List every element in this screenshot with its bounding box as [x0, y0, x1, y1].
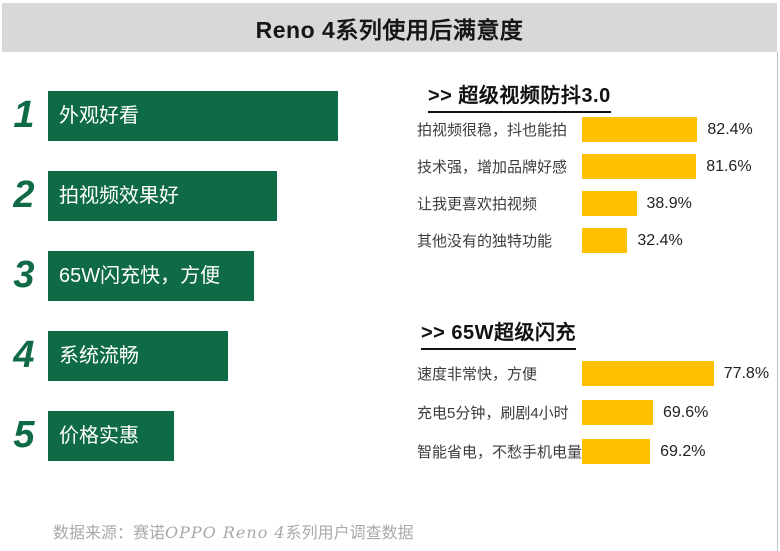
value-bar — [582, 117, 698, 142]
rank-number: 5 — [13, 414, 35, 456]
chart-row: 让我更喜欢拍视频 38.9% — [417, 191, 753, 216]
page-title: Reno 4系列使用后满意度 — [255, 16, 524, 43]
value-bar — [582, 361, 714, 386]
category-label: 技术强，增加品牌好感 — [417, 159, 568, 176]
chart-row: 充电5分钟，刷剧4小时 69.6% — [417, 400, 769, 425]
chart-title: >> 超级视频防抖3.0 — [428, 84, 611, 113]
category-label: 速度非常快，方便 — [417, 366, 538, 383]
chart-title: >> 65W超级闪充 — [421, 321, 577, 350]
value-label: 38.9% — [646, 194, 692, 212]
slide-title-bar: Reno 4系列使用后满意度 — [2, 3, 777, 52]
rank-bar-label: 拍视频效果好 — [59, 185, 179, 207]
rank-bar-label: 系统流畅 — [59, 345, 139, 367]
ranking-item: 5 价格实惠 — [6, 411, 338, 461]
rank-bar: 系统流畅 — [48, 331, 228, 381]
ranking-item: 3 65W闪充快，方便 — [6, 251, 338, 301]
source-suffix: 系列用户调查数据 — [285, 525, 414, 542]
rank-bar-label: 外观好看 — [59, 105, 139, 127]
value-label: 69.6% — [663, 403, 709, 421]
value-bar — [582, 228, 628, 253]
category-label: 其他没有的独特功能 — [417, 233, 553, 250]
value-label: 81.6% — [706, 157, 752, 175]
top5-ranking-chart: 1 外观好看 2 拍视频效果好 3 65W闪充快，方便 4 系统流畅 5 — [6, 91, 338, 491]
ranking-item: 4 系统流畅 — [6, 331, 338, 381]
rank-number: 2 — [13, 174, 35, 216]
chart-row: 速度非常快，方便 77.8% — [417, 361, 769, 386]
category-label: 让我更喜欢拍视频 — [417, 196, 538, 213]
chart-row: 其他没有的独特功能 32.4% — [417, 228, 753, 253]
data-source-note: 数据来源：赛诺OPPO Reno 4系列用户调查数据 — [53, 519, 414, 543]
chart-row: 拍视频很稳，抖也能拍 82.4% — [417, 117, 753, 142]
value-label: 82.4% — [707, 120, 753, 138]
rank-bar: 65W闪充快，方便 — [48, 251, 254, 301]
value-label: 32.4% — [637, 231, 683, 249]
value-label: 69.2% — [660, 442, 706, 460]
rank-bar: 价格实惠 — [48, 411, 174, 461]
value-bar — [582, 191, 637, 216]
rank-bar-label: 价格实惠 — [59, 425, 139, 447]
chart-title-wrap: >> 65W超级闪充 — [417, 321, 769, 350]
chart-row: 智能省电，不愁手机电量 69.2% — [417, 439, 769, 464]
category-label: 拍视频很稳，抖也能拍 — [417, 122, 568, 139]
value-label: 77.8% — [723, 364, 770, 382]
category-label: 智能省电，不愁手机电量 — [417, 444, 583, 461]
rank-bar: 拍视频效果好 — [48, 171, 277, 221]
ranking-item: 1 外观好看 — [6, 91, 338, 141]
value-bar — [582, 400, 653, 425]
slide-right-edge-divider — [777, 52, 778, 551]
value-bar — [582, 439, 651, 464]
video-stabilization-chart: >> 超级视频防抖3.0 拍视频很稳，抖也能拍 82.4% 技术强，增加品牌好感… — [417, 84, 753, 265]
rank-bar-label: 65W闪充快，方便 — [59, 265, 221, 287]
ranking-item: 2 拍视频效果好 — [6, 171, 338, 221]
chart-row: 技术强，增加品牌好感 81.6% — [417, 154, 753, 179]
rank-number: 1 — [13, 94, 35, 136]
value-bar — [582, 154, 697, 179]
chart-title-wrap: >> 超级视频防抖3.0 — [417, 84, 753, 113]
rank-bar: 外观好看 — [48, 91, 338, 141]
rank-number: 3 — [13, 254, 35, 296]
source-product-name: OPPO Reno 4 — [165, 523, 286, 542]
source-prefix: 数据来源：赛诺 — [53, 525, 166, 542]
rank-number: 4 — [13, 334, 35, 376]
category-label: 充电5分钟，刷剧4小时 — [417, 405, 569, 422]
flash-charge-chart: >> 65W超级闪充 速度非常快，方便 77.8% 充电5分钟，刷剧4小时 69… — [417, 321, 769, 478]
